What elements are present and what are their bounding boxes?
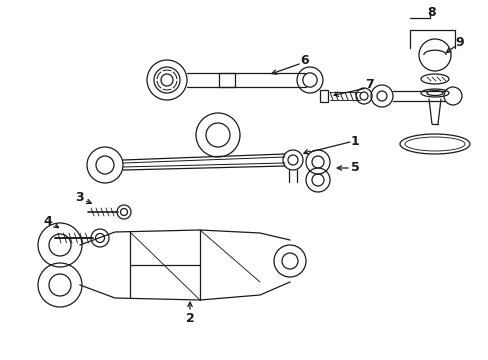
Text: 6: 6 [300, 54, 309, 67]
Text: 8: 8 [427, 5, 435, 18]
Text: 9: 9 [455, 36, 464, 49]
Text: 7: 7 [365, 78, 374, 91]
Text: 1: 1 [350, 135, 359, 148]
Text: 4: 4 [43, 216, 52, 229]
Text: 2: 2 [185, 311, 194, 324]
Text: 3: 3 [76, 192, 84, 204]
Text: 5: 5 [350, 162, 359, 175]
